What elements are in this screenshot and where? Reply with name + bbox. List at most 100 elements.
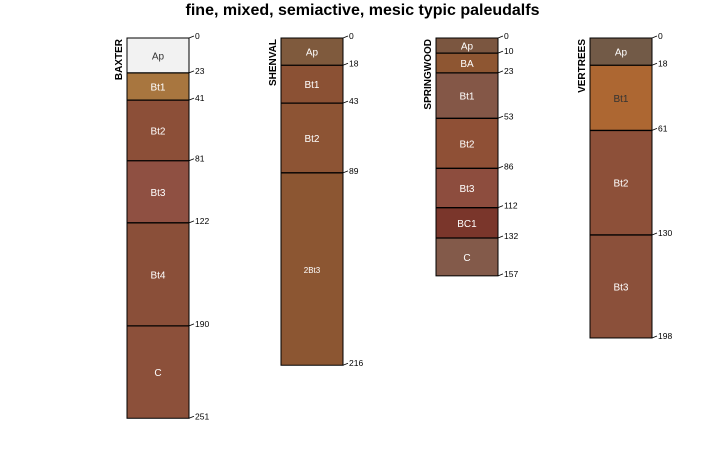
- horizon-springwood-bt2: [436, 118, 498, 169]
- depth-label: 53: [504, 111, 514, 121]
- depth-label: 43: [349, 96, 359, 106]
- depth-tick: [651, 128, 658, 131]
- chart-title: fine, mixed, semiactive, mesic typic pal…: [185, 2, 540, 19]
- depth-tick: [188, 415, 195, 419]
- horizon-label: Bt4: [150, 270, 165, 281]
- depth-label: 61: [658, 123, 668, 133]
- horizon-label: Ap: [461, 42, 474, 53]
- profile-name-springwood: SPRINGWOOD: [423, 39, 434, 110]
- depth-tick: [188, 158, 195, 162]
- horizon-vertrees-bt2: [590, 130, 652, 235]
- depth-tick: [497, 235, 504, 239]
- depth-label: 81: [195, 154, 205, 164]
- depth-label: 89: [349, 166, 359, 176]
- profile-name-vertrees: VERTREES: [577, 39, 588, 93]
- horizon-label: Bt1: [304, 80, 319, 91]
- depth-label: 157: [504, 269, 518, 279]
- depth-label: 122: [195, 216, 209, 226]
- depth-tick: [342, 170, 349, 174]
- depth-label: 18: [658, 58, 668, 68]
- depth-tick: [497, 273, 504, 277]
- depth-label: 10: [504, 46, 514, 56]
- horizon-springwood-ap: [436, 38, 498, 54]
- profile-name-baxter: BAXTER: [114, 38, 125, 80]
- depth-tick: [651, 62, 658, 66]
- horizon-vertrees-ap: [590, 38, 652, 66]
- depth-tick: [188, 35, 195, 39]
- horizon-label: C: [154, 368, 161, 379]
- horizon-label: Bt1: [150, 82, 165, 93]
- depth-label: 216: [349, 358, 363, 368]
- depth-label: 41: [195, 93, 205, 103]
- depth-label: 198: [658, 331, 672, 341]
- depth-label: 0: [195, 31, 200, 41]
- depth-tick: [342, 62, 349, 66]
- profile-outline: [589, 37, 653, 339]
- horizon-shenval-2bt3: [281, 172, 343, 366]
- horizon-baxter-bt2: [127, 100, 189, 161]
- horizon-label: Bt3: [613, 282, 628, 293]
- horizon-label: Bt2: [150, 126, 165, 137]
- horizon-baxter-c: [127, 325, 189, 419]
- depth-label: 132: [504, 231, 518, 241]
- profile-outline: [280, 37, 344, 366]
- horizon-label: Bt3: [459, 184, 474, 195]
- depth-tick: [342, 100, 349, 104]
- horizon-baxter-bt1: [127, 72, 189, 101]
- horizon-springwood-ba: [436, 53, 498, 73]
- depth-tick: [188, 97, 195, 101]
- horizon-label: Bt1: [613, 94, 628, 105]
- horizon-label: Ap: [306, 48, 319, 59]
- depth-tick: [651, 35, 658, 39]
- horizon-springwood-c: [436, 237, 498, 276]
- depth-label: 112: [504, 201, 518, 211]
- depth-label: 86: [504, 161, 514, 171]
- horizon-label: C: [463, 253, 470, 264]
- horizon-label: Bt2: [613, 179, 628, 190]
- horizon-shenval-bt2: [281, 103, 343, 173]
- depth-label: 0: [349, 31, 354, 41]
- profile-name-shenval: SHENVAL: [268, 39, 279, 86]
- depth-tick: [497, 115, 504, 119]
- horizon-baxter-bt3: [127, 160, 189, 223]
- horizon-baxter-ap: [127, 38, 189, 73]
- horizon-label: BC1: [457, 219, 477, 230]
- horizon-label: Bt2: [304, 134, 319, 145]
- depth-label: 190: [195, 319, 209, 329]
- horizon-label: Bt3: [150, 188, 165, 199]
- horizon-baxter-bt4: [127, 222, 189, 326]
- horizon-springwood-bt1: [436, 72, 498, 119]
- depth-tick: [497, 50, 504, 54]
- depth-tick: [188, 220, 195, 224]
- depth-tick: [651, 232, 658, 236]
- depth-label: 251: [195, 411, 209, 421]
- depth-tick: [651, 335, 658, 339]
- profile-outline: [126, 37, 190, 419]
- horizon-label: 2Bt3: [304, 266, 321, 275]
- depth-label: 18: [349, 58, 359, 68]
- horizon-label: Bt1: [459, 92, 474, 103]
- horizon-label: BA: [460, 59, 474, 70]
- depth-tick: [497, 35, 504, 39]
- horizon-vertrees-bt3: [590, 234, 652, 338]
- depth-tick: [342, 362, 349, 366]
- horizon-label: Ap: [615, 48, 628, 59]
- depth-tick: [342, 35, 349, 39]
- horizon-label: Ap: [152, 51, 165, 62]
- depth-tick: [497, 205, 504, 209]
- depth-tick: [497, 70, 504, 74]
- horizon-shenval-bt1: [281, 65, 343, 104]
- depth-tick: [497, 165, 504, 169]
- horizon-vertrees-bt1: [590, 65, 652, 131]
- horizon-springwood-bc1: [436, 207, 498, 238]
- depth-label: 0: [658, 31, 663, 41]
- horizon-springwood-bt3: [436, 168, 498, 208]
- depth-label: 23: [195, 66, 205, 76]
- depth-label: 130: [658, 228, 672, 238]
- depth-tick: [188, 70, 195, 74]
- horizon-shenval-ap: [281, 38, 343, 66]
- profile-outline: [435, 37, 499, 277]
- horizon-label: Bt2: [459, 139, 474, 150]
- depth-tick: [188, 323, 195, 327]
